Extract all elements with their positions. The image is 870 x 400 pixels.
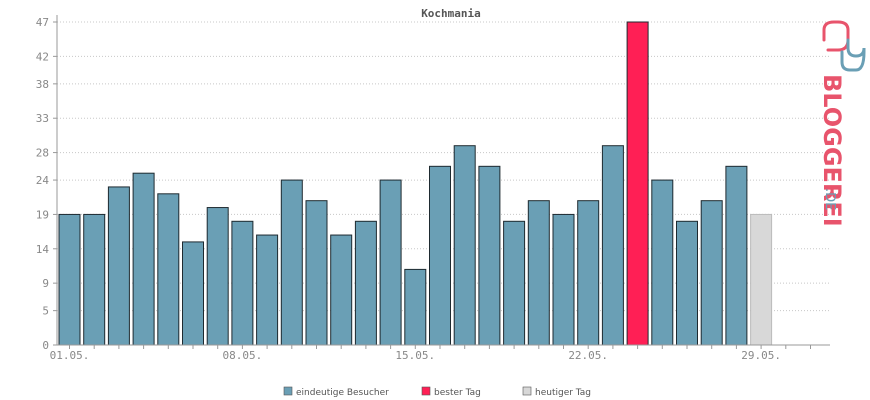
x-tick-label: 15.05. [395,349,435,362]
bar [58,213,81,346]
x-tick-label: 01.05. [50,349,90,362]
y-tick-label: 5 [42,305,49,318]
bar [453,145,476,346]
y-tick-label: 28 [36,147,49,160]
y-axis-ticks: 0 5 9 14 19 24 28 33 38 42 47 [36,16,57,352]
bar [379,179,402,346]
bar [601,145,624,346]
bar [305,200,328,346]
y-tick-label: 38 [36,78,49,91]
bar [626,21,649,346]
x-tick-label: 29.05. [741,349,781,362]
legend-label: eindeutige Besucher [296,388,389,398]
y-tick-label: 33 [36,112,49,125]
bar [206,207,229,346]
bar [83,213,106,346]
legend-swatch [283,386,293,396]
y-tick-label: 19 [36,208,49,221]
y-tick-label: 24 [36,174,50,187]
bar [182,241,204,346]
bar [527,200,550,346]
x-tick-label: 22.05. [568,349,608,362]
bar [280,179,303,346]
legend-label: bester Tag [434,388,481,398]
bar [429,165,451,346]
bar [651,179,674,346]
x-tick-label: 08.05. [223,349,263,362]
bar [725,165,748,346]
chart-title: Kochmania [421,7,481,20]
bar [577,200,600,346]
legend-label: heutiger Tag [535,388,591,398]
bar [478,165,501,346]
bar [157,193,180,346]
bar [750,213,773,346]
bloggerei-logo-text: BLOGGEREI [818,74,846,227]
bar [354,220,377,346]
bar [503,220,526,346]
x-axis-ticks: 01.05. 08.05. 15.05. 22.05. 29.05. [50,345,811,362]
bar [676,220,698,346]
bar [132,172,155,346]
bar [256,234,279,346]
bar [700,200,723,346]
y-tick-label: 0 [42,339,49,352]
bloggerei-logo-mark [822,20,866,72]
y-tick-label: 47 [36,16,49,29]
y-tick-label: 9 [42,277,49,290]
y-tick-label: 14 [36,243,50,256]
bars [58,21,773,346]
bar [231,220,254,346]
bloggerei-logo: BLOGGEREI.DE [818,20,866,227]
bloggerei-logo-suffix: .DE [822,188,837,210]
bar [107,186,130,346]
bar [404,268,427,346]
y-tick-label: 42 [36,50,49,63]
bar [330,234,353,346]
legend: eindeutige Besucher bester Tag heutiger Ta… [283,386,591,398]
legend-swatch [421,386,431,396]
bar [552,213,575,346]
legend-swatch [522,386,532,396]
